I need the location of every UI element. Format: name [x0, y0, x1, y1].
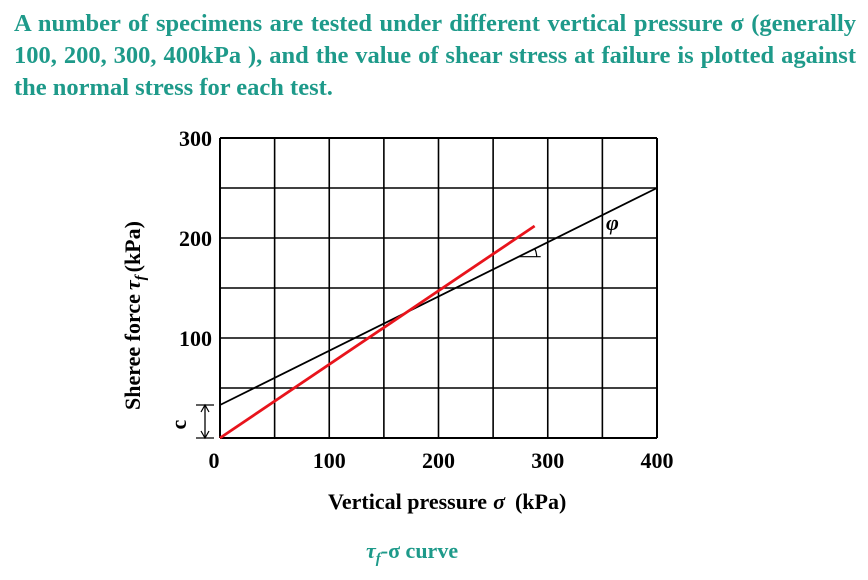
- y-tick-label: 100: [179, 326, 212, 351]
- x-tick-label: 400: [641, 448, 674, 473]
- y-axis-label: Sheree force τf(kPa): [120, 221, 149, 410]
- y-axis-label-sub: f: [133, 273, 149, 280]
- x-axis-label: Vertical pressure σ (kPa): [328, 489, 566, 514]
- strength-envelope-line: [219, 187, 658, 406]
- c-arrow-up: [200, 403, 210, 413]
- x-axis-label-symbol: σ: [493, 489, 506, 514]
- y-tick-label: 300: [179, 126, 212, 151]
- x-axis-label-text: Vertical pressure: [328, 489, 487, 514]
- phi-angle-arc: [518, 248, 541, 258]
- chart-caption: τf-σ curve: [366, 538, 458, 567]
- cohesion-label: c: [166, 420, 191, 430]
- intro-paragraph: A number of specimens are tested under d…: [14, 10, 856, 101]
- cohesion-marker: [196, 403, 214, 440]
- y-axis-label-unit: (kPa): [120, 221, 145, 272]
- y-tick-label: 200: [179, 226, 212, 251]
- caption-sub: f: [376, 551, 383, 567]
- test-line: [219, 224, 536, 440]
- chart-series: [219, 187, 658, 440]
- x-tick-label: 300: [531, 448, 564, 473]
- y-axis-label-symbol: τ: [120, 279, 145, 290]
- caption-tau: τ: [366, 538, 377, 563]
- x-axis-label-unit: (kPa): [515, 489, 566, 514]
- x-tick-label: 200: [422, 448, 455, 473]
- chart-ticks: 0 100 200 300 400 100 200 300: [179, 126, 674, 473]
- caption-rest: -σ curve: [381, 538, 459, 563]
- y-axis-label-text: Sheree force: [120, 294, 145, 410]
- x-tick-label: 100: [313, 448, 346, 473]
- x-tick-label: 0: [209, 448, 220, 473]
- chart-grid: [219, 137, 658, 439]
- c-arrow-down: [200, 430, 210, 440]
- phi-annotation: φ: [606, 210, 619, 235]
